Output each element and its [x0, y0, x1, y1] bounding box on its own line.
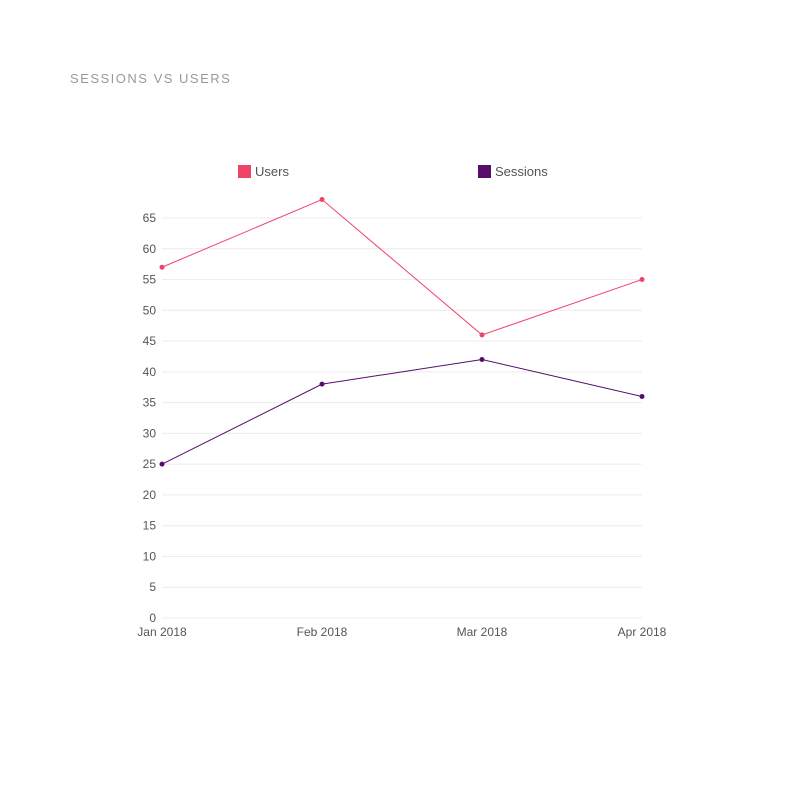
y-tick-label: 65	[143, 211, 157, 225]
y-tick-label: 60	[143, 242, 157, 256]
data-point-sessions	[639, 393, 645, 399]
y-tick-label: 45	[143, 334, 157, 348]
legend-label-users: Users	[255, 164, 289, 179]
data-point-users	[639, 277, 645, 283]
series-line-users	[161, 198, 643, 336]
y-tick-label: 0	[149, 611, 156, 625]
y-tick-label: 15	[143, 519, 157, 533]
series-line-sessions	[161, 359, 643, 465]
y-tick-label: 30	[143, 426, 157, 440]
data-point-sessions	[159, 461, 165, 467]
x-tick-label: Feb 2018	[297, 625, 348, 639]
data-point-users	[159, 264, 165, 270]
y-tick-label: 55	[143, 273, 157, 287]
x-tick-label: Apr 2018	[618, 625, 667, 639]
x-tick-label: Mar 2018	[457, 625, 508, 639]
chart-title: SESSIONS VS USERS	[70, 71, 232, 86]
legend-swatch-users[interactable]	[238, 165, 251, 178]
y-tick-label: 40	[143, 365, 157, 379]
y-tick-label: 10	[143, 549, 157, 563]
data-point-users	[479, 332, 485, 338]
y-tick-label: 25	[143, 457, 157, 471]
data-point-sessions	[319, 381, 325, 387]
y-tick-label: 5	[149, 580, 156, 594]
x-tick-label: Jan 2018	[137, 625, 187, 639]
legend-swatch-sessions[interactable]	[478, 165, 491, 178]
y-tick-label: 50	[143, 303, 157, 317]
y-tick-label: 35	[143, 396, 157, 410]
y-tick-label: 20	[143, 488, 157, 502]
data-point-users	[319, 197, 325, 203]
data-point-sessions	[479, 357, 485, 363]
legend-label-sessions: Sessions	[495, 164, 548, 179]
